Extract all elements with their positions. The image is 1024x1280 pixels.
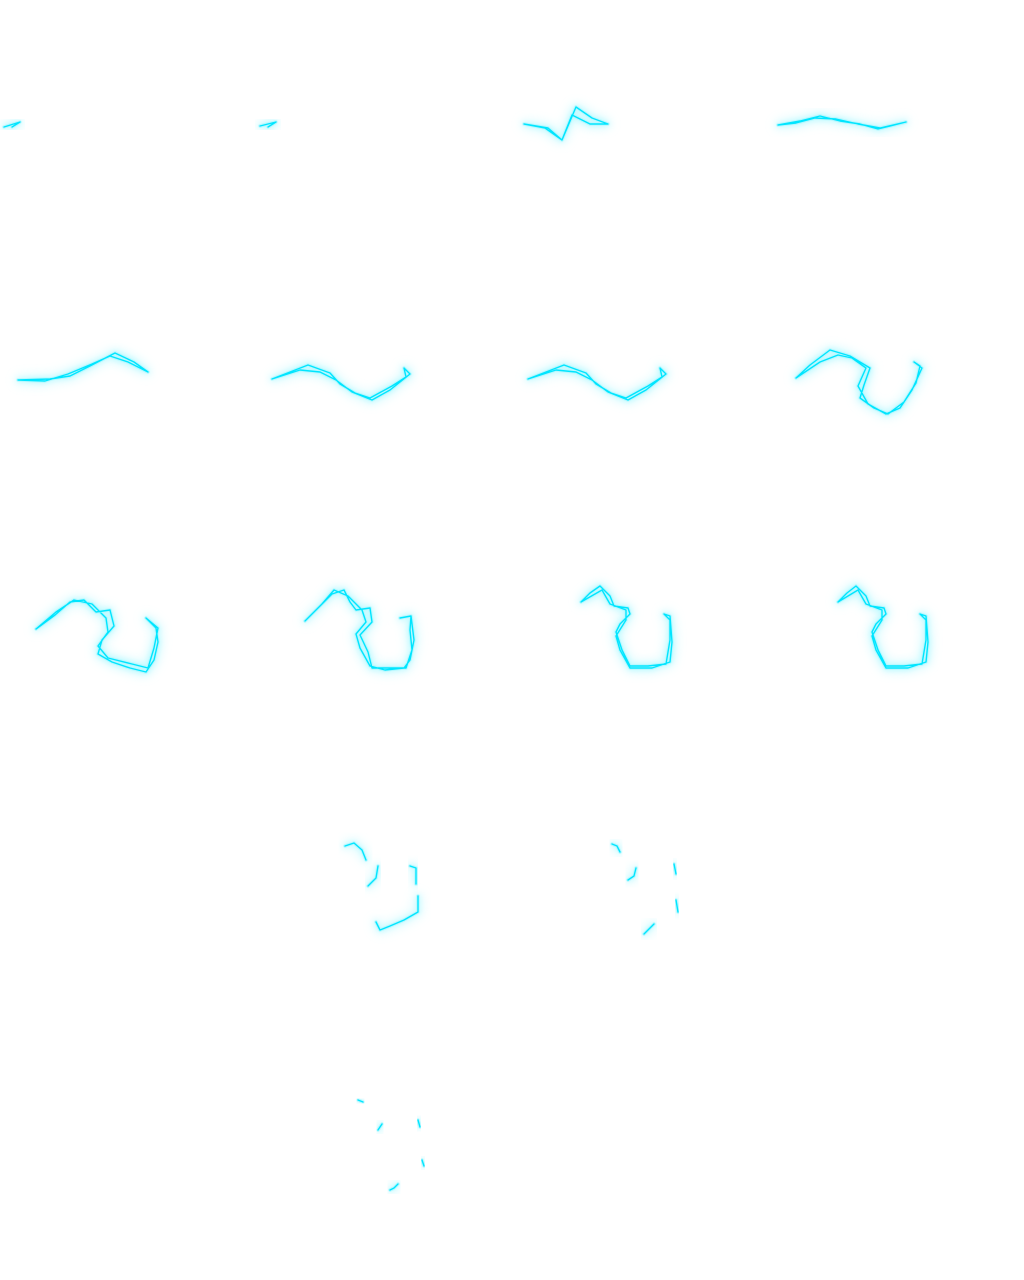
- lightning-bolt-icon-frame-4: [776, 114, 908, 131]
- bolt-glow: [34, 598, 160, 674]
- bolt-stroke: [357, 1099, 364, 1103]
- bolt-stroke: [375, 895, 419, 931]
- bolt-stroke: [389, 1183, 399, 1191]
- bolt-glow: [374, 894, 420, 932]
- bolt-stroke: [643, 923, 655, 935]
- bolt-glow: [408, 864, 418, 886]
- lightning-bolt-icon-frame-6: [270, 363, 412, 402]
- lightning-bolt-icon-frame-10: [303, 588, 416, 672]
- bolt-stroke: [271, 364, 411, 401]
- bolt-stroke: [367, 865, 379, 887]
- lightning-fade-icon-frame-13: [343, 841, 420, 932]
- bolt-stroke: [409, 865, 417, 885]
- bolt-stroke: [259, 121, 277, 128]
- bolt-stroke: [304, 589, 415, 671]
- bolt-stroke: [795, 349, 923, 415]
- bolt-stroke: [377, 1123, 383, 1131]
- bolt-glow: [579, 584, 674, 670]
- bolt-stroke: [837, 585, 929, 669]
- bolt-stroke: [675, 899, 679, 913]
- bolt-stroke: [611, 843, 621, 853]
- lightning-bolt-icon-frame-5: [16, 351, 150, 383]
- bolt-stroke: [17, 352, 149, 382]
- bolt-stroke: [35, 599, 159, 673]
- bolt-stroke: [527, 364, 667, 401]
- lightning-bolt-icon-frame-3: [522, 105, 610, 142]
- bolt-stroke: [580, 585, 673, 669]
- bolt-stroke: [627, 867, 637, 881]
- lightning-bolt-icon-frame-9: [34, 598, 160, 674]
- lightning-spark-icon-frame-1: [2, 120, 22, 129]
- lightning-bolt-icon-frame-7: [526, 363, 668, 402]
- bolt-stroke: [673, 863, 677, 875]
- bolt-glow: [836, 584, 930, 670]
- bolt-stroke: [523, 106, 609, 141]
- bolt-stroke: [3, 121, 21, 128]
- bolt-stroke: [417, 1119, 421, 1128]
- lightning-bolt-icon-frame-12: [836, 584, 930, 670]
- lightning-fade-icon-frame-15: [356, 1098, 426, 1192]
- frames-layer: [2, 105, 930, 1192]
- bolt-stroke: [777, 115, 907, 130]
- lightning-fade-icon-frame-14: [610, 842, 680, 936]
- bolt-stroke: [421, 1159, 425, 1167]
- lightning-bolt-icon-frame-8: [794, 348, 924, 416]
- bolt-stroke: [344, 842, 367, 861]
- lightning-spark-icon-frame-2: [258, 120, 278, 129]
- lightning-bolt-icon-frame-11: [579, 584, 674, 670]
